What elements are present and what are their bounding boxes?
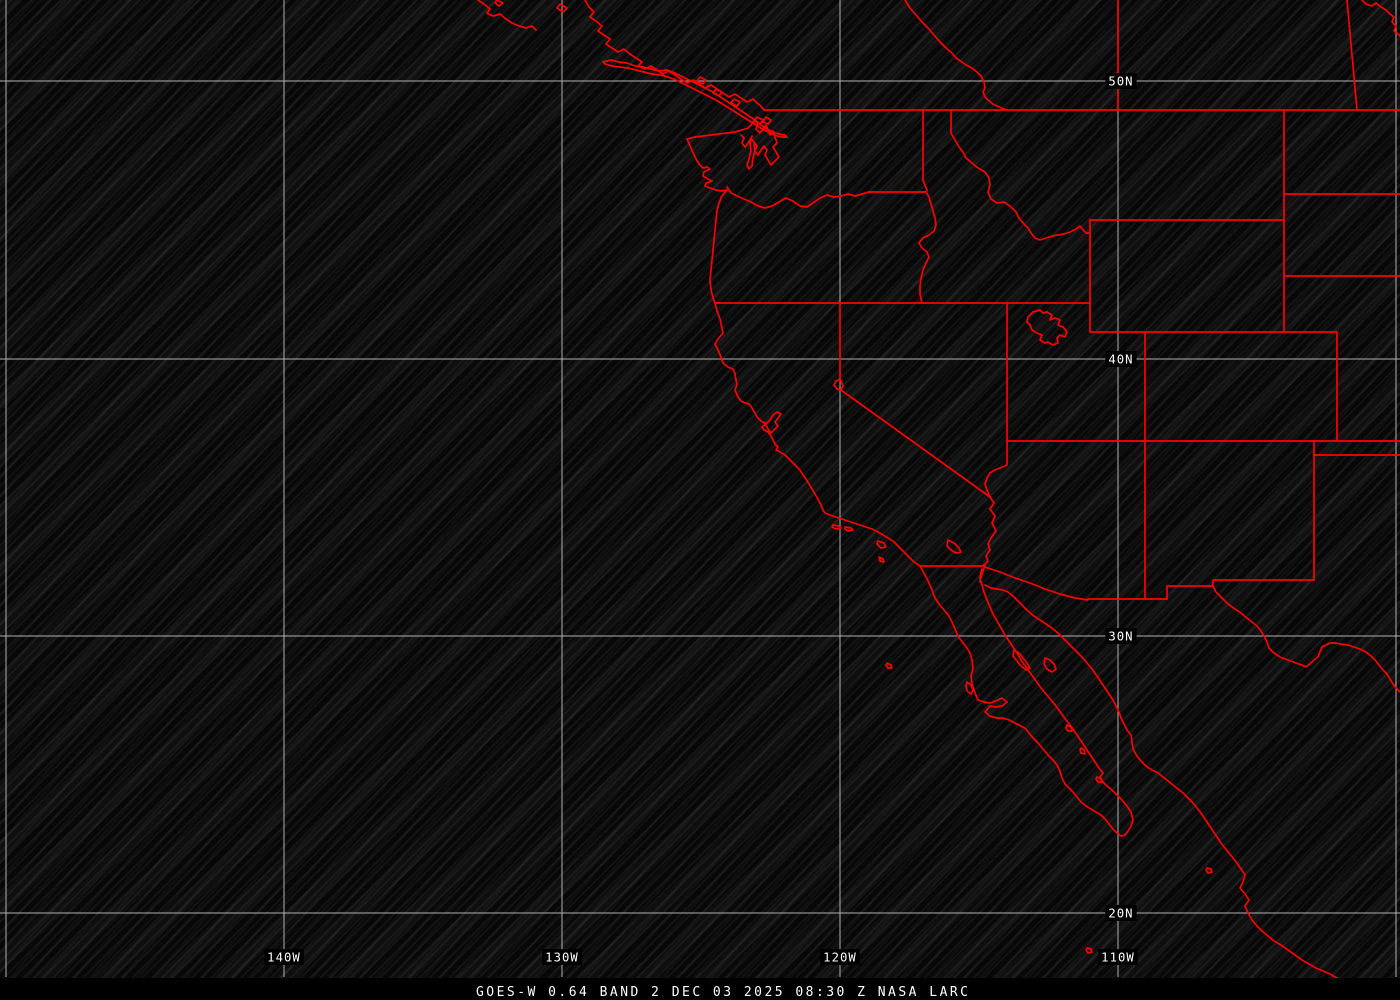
- latitude-label-20N-text: 20N: [1108, 907, 1133, 921]
- latitude-label-40N: 40N: [1105, 351, 1137, 367]
- outline-haida-gwaii-islet: [494, 0, 504, 7]
- longitude-label-110W-text: 110W: [1101, 951, 1135, 965]
- outline-lake-winnipegosis-edge: [1361, 0, 1400, 37]
- latitude-label-20N-halo: [1105, 905, 1137, 921]
- latitude-label-50N-halo: [1105, 73, 1137, 89]
- latitude-label-50N: 50N: [1105, 73, 1137, 89]
- outline-gulf-island-3: [1095, 776, 1103, 783]
- outline-gulf-island-2: [1079, 747, 1086, 755]
- outline-isla-tiburon: [1043, 657, 1057, 673]
- outline-isla-guadalupe: [885, 662, 893, 669]
- outline-border-az-mexico: [984, 566, 1089, 601]
- longitude-label-120W-halo: [820, 949, 860, 965]
- outline-bc-islet: [556, 3, 568, 13]
- graticule-layer: [0, 0, 1400, 977]
- latitude-label-50N-text: 50N: [1108, 75, 1133, 89]
- outline-san-francisco-bay: [765, 411, 782, 434]
- outline-puget-sound: [686, 119, 780, 166]
- map-outline-layer: [477, 0, 1400, 1000]
- outline-hood-canal: [746, 135, 756, 170]
- outline-baja-east-coast: [979, 568, 1134, 821]
- caption-bar: [0, 978, 1400, 1000]
- longitude-label-140W: 140W: [264, 949, 304, 965]
- outline-lake-tahoe: [833, 378, 844, 391]
- outline-border-bc-ab-divide: [904, 0, 1008, 111]
- outline-georgia-strait-island-2: [712, 88, 723, 97]
- graticule-label-layer: 50N 40N 30N 20N 140W 130W 120W 110W: [264, 73, 1138, 965]
- outline-islas-marias: [1205, 867, 1213, 874]
- outline-great-salt-lake: [1026, 309, 1068, 346]
- outline-border-ca-nv-diagonal: [840, 389, 991, 498]
- outline-sonora-sinaloa-coast: [984, 584, 1380, 1000]
- longitude-label-110W-halo: [1098, 949, 1138, 965]
- outline-georgia-strait-island-3: [730, 98, 741, 107]
- outline-san-juan-island-2: [762, 116, 772, 125]
- latitude-label-20N: 20N: [1105, 905, 1137, 921]
- outline-wa-coast: [686, 138, 728, 192]
- longitude-label-120W-text: 120W: [823, 951, 857, 965]
- longitude-label-130W: 130W: [542, 949, 582, 965]
- outline-border-nv-az-colorado-river: [984, 440, 1008, 498]
- outline-bc-mainland-coast: [584, 0, 765, 111]
- outline-isla-socorro: [1085, 947, 1093, 954]
- outline-or-ca-coast: [709, 189, 921, 567]
- outline-border-wa-id: [922, 109, 928, 193]
- longitude-label-130W-halo: [542, 949, 582, 965]
- outline-border-id-mt-bitterroot: [950, 109, 1091, 241]
- outline-border-rio-grande: [1212, 585, 1400, 693]
- longitude-label-140W-halo: [264, 949, 304, 965]
- longitude-label-120W: 120W: [820, 949, 860, 965]
- longitude-label-110W: 110W: [1098, 949, 1138, 965]
- latitude-label-40N-halo: [1105, 351, 1137, 367]
- outline-border-sk-mb: [1346, 0, 1358, 111]
- outline-border-ca-az-colorado-river: [982, 496, 997, 567]
- outline-border-or-id-snake-river: [918, 191, 937, 304]
- outline-isla-cedros: [965, 681, 974, 695]
- longitude-label-140W-text: 140W: [267, 951, 301, 965]
- outline-baja-west-coast: [919, 565, 1134, 837]
- outline-gulf-island-1: [1065, 724, 1073, 732]
- latitude-label-40N-text: 40N: [1108, 353, 1133, 367]
- outline-georgia-strait-island-1: [696, 76, 707, 85]
- outline-haida-gwaii-chain: [477, 0, 537, 31]
- outline-channel-island-santa-cruz: [844, 526, 854, 532]
- outline-san-clemente-island: [878, 556, 885, 563]
- outline-vancouver-island: [602, 59, 788, 138]
- outline-isla-angel-de-la-guarda: [1012, 649, 1031, 671]
- longitude-label-130W-text: 130W: [545, 951, 579, 965]
- outline-salton-sea: [946, 539, 962, 554]
- latitude-label-30N-text: 30N: [1108, 630, 1133, 644]
- outline-channel-island-santa-rosa: [831, 524, 842, 530]
- latitude-label-30N-halo: [1105, 628, 1137, 644]
- latitude-label-30N: 30N: [1105, 628, 1137, 644]
- outline-catalina-island: [876, 540, 887, 549]
- outline-border-columbia-river: [726, 186, 870, 209]
